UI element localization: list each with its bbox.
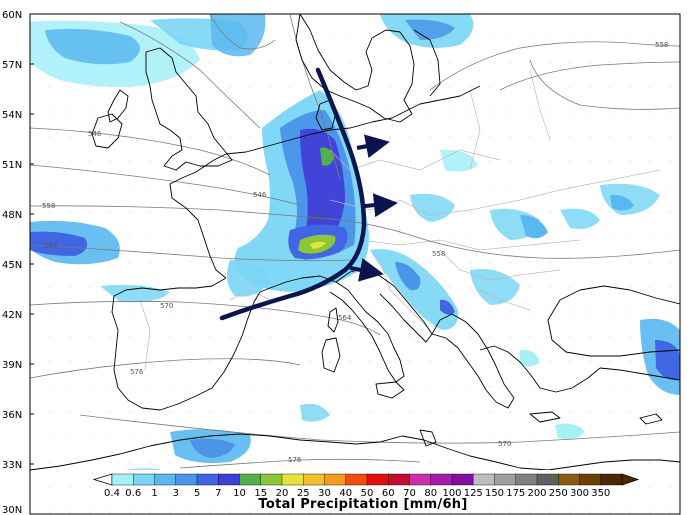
lat-label: 57N [2, 60, 22, 71]
colorbar-cell [281, 473, 304, 486]
lat-label: 33N [2, 460, 22, 471]
lat-label: 51N [2, 160, 22, 171]
colorbar-cell [133, 473, 155, 486]
colorbar-cell [303, 473, 325, 486]
colorbar: 0.4 0.6 1 3 5 7 10 15 20 25 30 40 50 60 70 80 100 125 150 1… [92, 470, 640, 512]
motion-arrow-icon [349, 258, 384, 282]
contour-label: 546 [253, 191, 267, 199]
lat-label: 42N [2, 310, 22, 321]
colorbar-cell [430, 473, 453, 486]
colorbar-tick-label: 1 [151, 488, 157, 499]
cold-front [219, 67, 398, 321]
geopotential-contours [30, 14, 680, 469]
colorbar-tick-label: 0.6 [125, 488, 141, 499]
colorbar-tick-label: 5 [194, 488, 200, 499]
colorbar-tick-label: 20 [276, 488, 289, 499]
colorbar-tick-label: 15 [254, 488, 267, 499]
contour-label: 558 [42, 202, 55, 210]
colorbar-tick-label: 100 [442, 488, 461, 499]
contour-labels: 546 546 552 558 558 558 564 564 570 570 … [42, 41, 668, 464]
colorbar-tick-label: 175 [506, 488, 525, 499]
contour-label: 564 [338, 314, 352, 322]
contour-label: 564 [44, 242, 58, 250]
colorbar-tick-label: 25 [297, 488, 310, 499]
colorbar-cell [451, 473, 474, 486]
contour-label: 576 [130, 368, 144, 376]
lat-label: 36N [2, 410, 22, 421]
colorbar-cell [473, 473, 495, 486]
colorbar-cell [260, 473, 283, 486]
colorbar-cell [579, 473, 602, 486]
colorbar-ticks: 0.4 0.6 1 3 5 7 10 15 20 25 30 40 50 60 70 80 100 125 150 1… [104, 488, 610, 499]
colorbar-cell [366, 473, 389, 486]
contour-label: 546 [88, 130, 102, 138]
colorbar-tick-label: 70 [403, 488, 416, 499]
colorbar-tick-label: 30 [318, 488, 331, 499]
colorbar-cell [324, 473, 347, 486]
motion-arrow-icon [356, 134, 390, 159]
colorbar-tick-label: 7 [215, 488, 221, 499]
lat-label: 54N [2, 110, 22, 121]
colorbar-cell [175, 473, 198, 486]
coastlines [30, 14, 680, 471]
lat-label: 48N [2, 210, 22, 221]
contour-label: 570 [160, 302, 173, 310]
colorbar-tick-label: 125 [464, 488, 483, 499]
contour-label: 576 [288, 456, 302, 464]
colorbar-tick-label: 0.4 [104, 488, 120, 499]
precipitation-shading [30, 14, 680, 480]
colorbar-cell [196, 473, 219, 486]
colorbar-tick-label: 350 [591, 488, 610, 499]
colorbar-tick-label: 300 [570, 488, 589, 499]
colorbar-tick-label: 200 [527, 488, 546, 499]
colorbar-title: Total Precipitation [mm/6h] [258, 497, 467, 512]
front-line [219, 67, 367, 321]
lat-label: 45N [2, 260, 22, 271]
colorbar-cell [494, 473, 517, 486]
lat-label: 39N [2, 360, 22, 371]
colorbar-cells [92, 473, 640, 486]
colorbar-cell [345, 473, 368, 486]
contour-label: 552 [312, 214, 325, 222]
colorbar-tick-label: 40 [339, 488, 352, 499]
colorbar-tick-label: 60 [382, 488, 395, 499]
colorbar-cell [558, 473, 580, 486]
colorbar-cell [409, 473, 432, 486]
lat-label: 60N [2, 10, 22, 21]
lat-label: 30N [2, 505, 22, 515]
colorbar-tick-label: 50 [361, 488, 374, 499]
motion-arrow-icon [364, 193, 398, 218]
contour-label: 558 [655, 41, 668, 49]
colorbar-tick-label: 3 [173, 488, 179, 499]
colorbar-tick-label: 80 [424, 488, 437, 499]
colorbar-cell [239, 473, 262, 486]
colorbar-cell [536, 473, 559, 486]
colorbar-tick-label: 250 [549, 488, 568, 499]
contour-label: 570 [498, 440, 511, 448]
colorbar-max-extension [621, 473, 640, 486]
colorbar-cell [154, 473, 177, 486]
colorbar-cell [218, 473, 240, 486]
latitude-axis: 60N 57N 54N 51N 48N 45N 42N 39N 36N 33N … [2, 10, 34, 515]
contour-label: 558 [432, 250, 445, 258]
colorbar-cell [515, 473, 538, 486]
colorbar-cell [388, 473, 410, 486]
colorbar-cell [111, 473, 134, 486]
colorbar-cell [600, 473, 623, 486]
colorbar-tick-label: 150 [485, 488, 504, 499]
colorbar-tick-label: 10 [233, 488, 246, 499]
